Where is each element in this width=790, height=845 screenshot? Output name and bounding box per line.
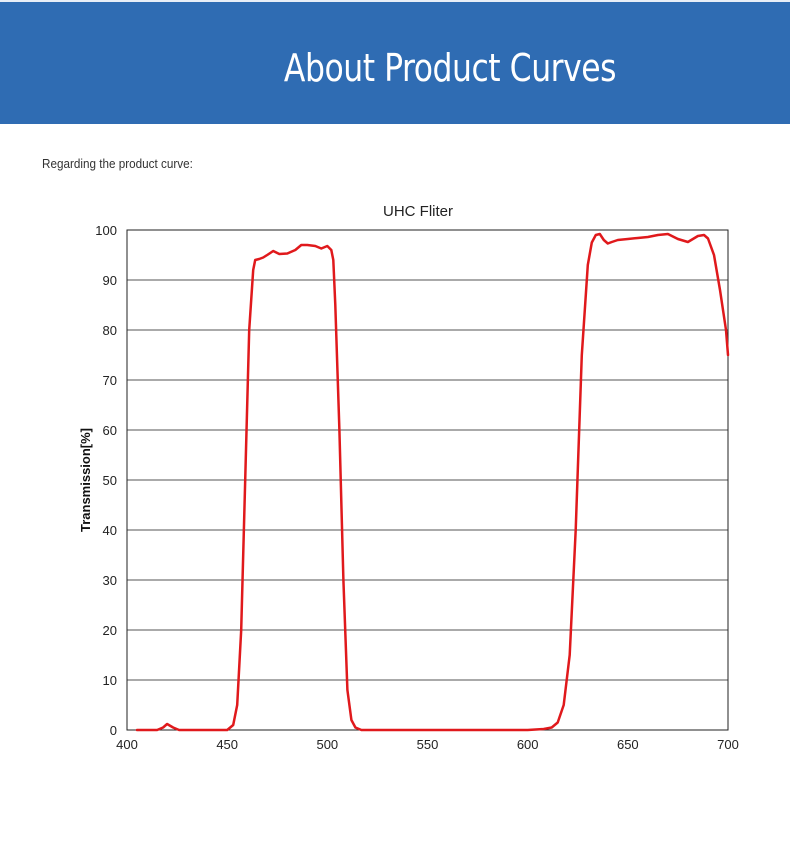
- y-tick-label: 30: [103, 573, 117, 588]
- y-tick-label: 20: [103, 623, 117, 638]
- y-tick-label: 40: [103, 523, 117, 538]
- y-tick-label: 50: [103, 473, 117, 488]
- chart-title: UHC Fliter: [383, 203, 453, 220]
- y-tick-label: 60: [103, 423, 117, 438]
- y-tick-label: 10: [103, 673, 117, 688]
- y-tick-label: 100: [95, 223, 117, 238]
- chart-gridlines: [127, 229, 728, 731]
- x-tick-label: 650: [617, 737, 639, 752]
- x-tick-label: 600: [517, 737, 539, 752]
- y-axis-ticks: 0 10 20 30 40 50 60 70 80 90 100: [95, 223, 117, 738]
- y-tick-label: 0: [110, 723, 117, 738]
- x-tick-label: 500: [316, 737, 338, 752]
- page-title: About Product Curves: [283, 46, 617, 90]
- y-axis-label: Transmission[%]: [78, 428, 93, 532]
- transmission-curve: [135, 232, 730, 732]
- intro-text: Regarding the product curve:: [42, 156, 193, 171]
- y-tick-label: 70: [103, 373, 117, 388]
- x-tick-label: 550: [417, 737, 439, 752]
- x-tick-label: 400: [116, 737, 138, 752]
- x-axis-ticks: 400 450 500 550 600 650 700: [116, 737, 739, 752]
- chart-series: [135, 232, 730, 732]
- header-banner: About Product Curves: [0, 0, 790, 124]
- x-tick-label: 450: [216, 737, 238, 752]
- y-tick-label: 90: [103, 273, 117, 288]
- y-tick-label: 80: [103, 323, 117, 338]
- x-tick-label: 700: [717, 737, 739, 752]
